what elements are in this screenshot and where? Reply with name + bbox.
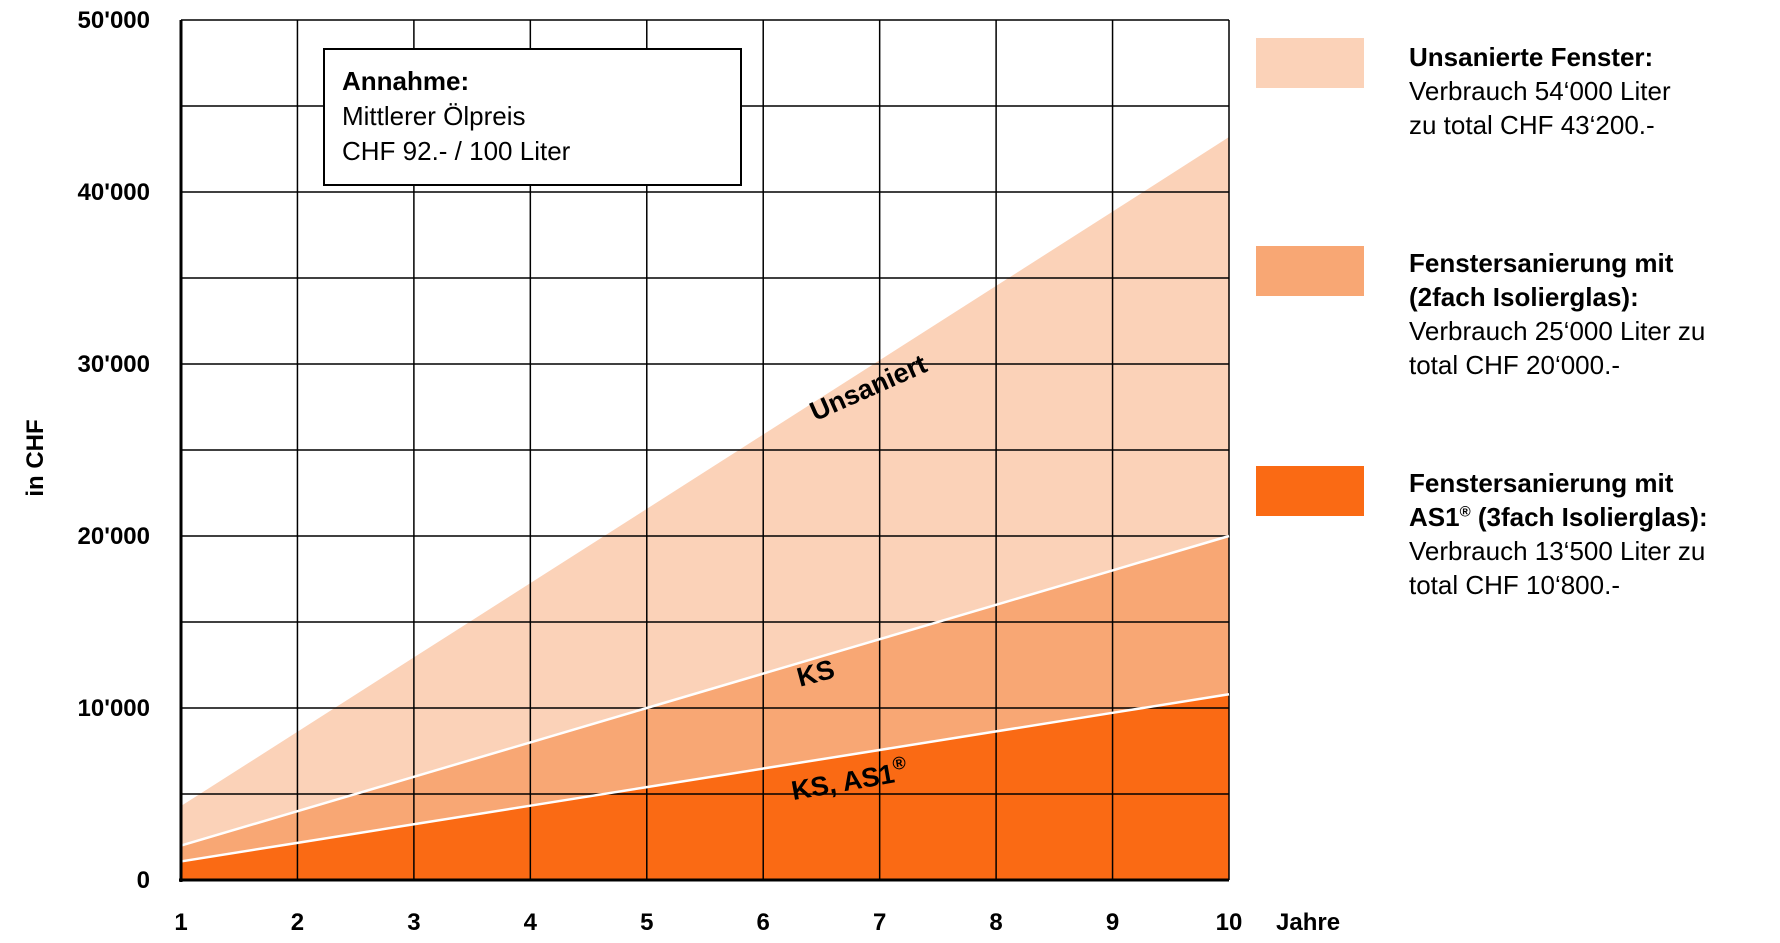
series-lines: [180, 534, 1230, 863]
x-tick-label: 9: [1106, 909, 1119, 936]
area-layer: [181, 136, 1229, 880]
y-axis-title: in CHF: [22, 419, 49, 496]
y-tick-label: 10'000: [78, 695, 150, 722]
legend-title-unsaniert: Unsanierte Fenster:: [1409, 42, 1654, 72]
legend-title-2fach: Fenstersanierung mit: [1409, 248, 1674, 278]
x-tick-label: 10: [1216, 909, 1243, 936]
x-tick-label: 5: [640, 909, 653, 936]
axes: [179, 20, 1229, 882]
legend-subtitle-2fach: (2fach Isolierglas):: [1409, 282, 1639, 312]
assumption-line-1: Mittlerer Ölpreis: [342, 101, 526, 131]
x-tick-label: 7: [873, 909, 886, 936]
area-3: [181, 694, 1229, 880]
legend-swatch-2fach: [1256, 246, 1364, 296]
legend-swatch-unsaniert: [1256, 38, 1364, 88]
legend-swatch-3fach: [1256, 466, 1364, 516]
assumption-title: Annahme:: [342, 66, 470, 96]
y-tick-labels: 0 10'000 20'000 30'000 40'000 50'000: [78, 7, 150, 894]
y-tick-label: 50'000: [78, 7, 150, 34]
legend-line: Verbrauch 25‘000 Liter zu: [1409, 316, 1706, 346]
x-tick-labels: 1 2 3 4 5 6 7 8 9 10: [174, 909, 1242, 936]
x-tick-label: 8: [989, 909, 1002, 936]
y-tick-label: 0: [137, 867, 150, 894]
x-tick-label: 6: [757, 909, 770, 936]
x-tick-label: 1: [174, 909, 187, 936]
assumption-box: Annahme: Mittlerer Ölpreis CHF 92.- / 10…: [323, 48, 742, 186]
legend-line: total CHF 10‘800.-: [1409, 570, 1620, 600]
legend-line: Verbrauch 13‘500 Liter zu: [1409, 536, 1706, 566]
x-axis-title: Jahre: [1276, 909, 1340, 936]
x-tick-label: 4: [524, 909, 538, 936]
series-line-3: [180, 693, 1230, 863]
y-tick-label: 20'000: [78, 523, 150, 550]
y-tick-label: 30'000: [78, 351, 150, 378]
registered-mark: ®: [1459, 503, 1471, 521]
legend-line: zu total CHF 43‘200.-: [1409, 110, 1655, 140]
legend-line: Verbrauch 54‘000 Liter: [1409, 76, 1671, 106]
legend-text-2fach: Fenstersanierung mit (2fach Isolierglas)…: [1409, 246, 1780, 382]
y-tick-label: 40'000: [78, 179, 150, 206]
x-tick-label: 2: [291, 909, 304, 936]
assumption-line-2: CHF 92.- / 100 Liter: [342, 136, 571, 166]
registered-mark: ®: [891, 752, 908, 774]
series-line-2: [180, 534, 1230, 847]
legend-subtitle-3fach: AS1® (3fach Isolierglas):: [1409, 502, 1708, 532]
x-tick-label: 3: [407, 909, 420, 936]
legend-subtitle-suffix: (3fach Isolierglas):: [1470, 502, 1708, 532]
legend-subtitle-prefix: AS1: [1409, 502, 1460, 532]
legend-line: total CHF 20‘000.-: [1409, 350, 1620, 380]
legend-text-3fach: Fenstersanierung mit AS1® (3fach Isolier…: [1409, 466, 1780, 602]
legend-text-unsaniert: Unsanierte Fenster: Verbrauch 54‘000 Lit…: [1409, 40, 1780, 142]
legend-title-3fach: Fenstersanierung mit: [1409, 468, 1674, 498]
